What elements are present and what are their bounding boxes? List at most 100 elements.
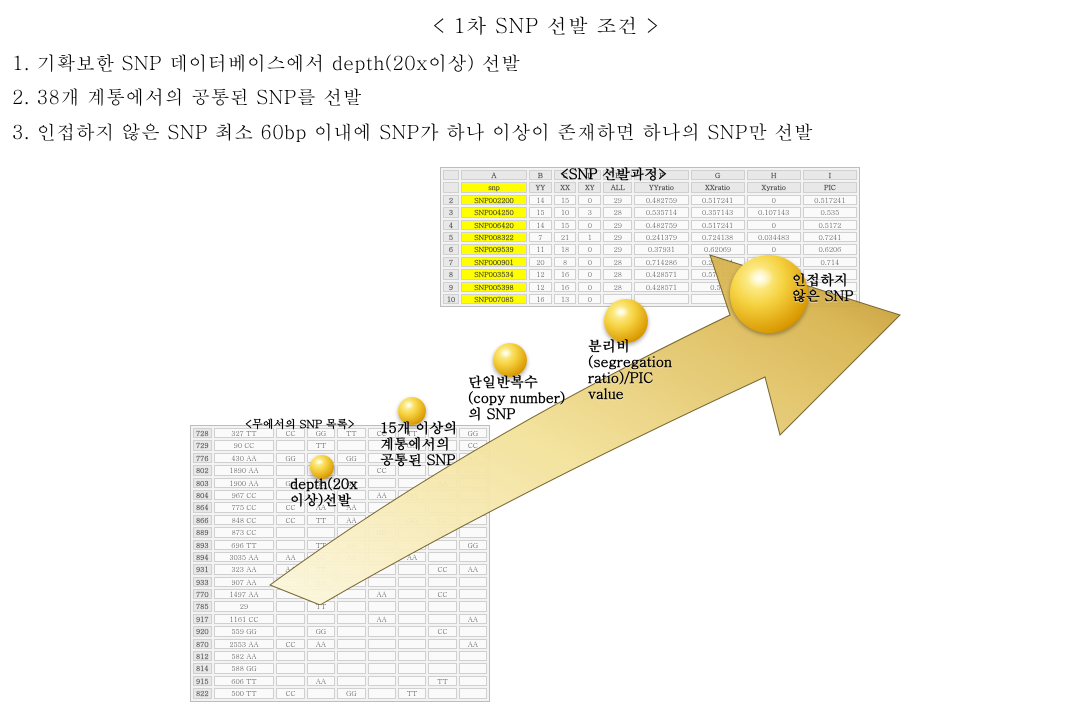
cell [428, 502, 456, 512]
cell: 29 [603, 232, 632, 242]
cell: 696 TT [214, 540, 275, 550]
cell: AA [307, 577, 335, 587]
cell [307, 651, 335, 661]
cell: GG [337, 453, 365, 463]
cell: AA [368, 490, 396, 500]
cell: 0 [578, 195, 601, 205]
cell [276, 614, 304, 624]
cell: 3035 AA [214, 552, 275, 562]
col-head: B [529, 170, 552, 180]
cell: AA [337, 540, 365, 550]
cell [428, 601, 456, 611]
cell: CC [307, 552, 335, 562]
cell [368, 601, 396, 611]
cell: 0.428571 [634, 282, 688, 292]
cell: SNP000901 [461, 257, 527, 267]
cell: 917 [193, 614, 212, 624]
cell: AA [368, 589, 396, 599]
cell [459, 577, 487, 587]
header-cell: XXratio [691, 182, 745, 192]
cell: 0.482759 [634, 220, 688, 230]
cell: 15 [554, 220, 577, 230]
cell: 606 TT [214, 676, 275, 686]
cell: 3 [578, 207, 601, 217]
page-title: < 1차 SNP 선발 조건 > [0, 0, 1092, 39]
cell: TT [307, 601, 335, 611]
cell: AA [459, 453, 487, 463]
list-item: 1. 기확보한 SNP 데이터베이스에서 depth(20x이상) 선발 [12, 47, 1080, 79]
cell: 28 [603, 282, 632, 292]
cell [276, 601, 304, 611]
cell: 0.517241 [691, 195, 745, 205]
cell [459, 502, 487, 512]
cell: TT [428, 676, 456, 686]
cell [428, 639, 456, 649]
cell: TT [307, 440, 335, 450]
cell: 0 [578, 294, 601, 304]
cell: 729 [193, 440, 212, 450]
cell: 864 [193, 502, 212, 512]
cell: GG [337, 688, 365, 698]
cell: 0 [578, 244, 601, 254]
cell: 848 CC [214, 515, 275, 525]
step-label: depth(20x이상)선발 [290, 475, 358, 507]
cell [459, 626, 487, 636]
cell [398, 614, 426, 624]
criteria-list: 1. 기확보한 SNP 데이터베이스에서 depth(20x이상) 선발 2. … [0, 39, 1092, 148]
cell: 814 [193, 663, 212, 673]
header-cell: PIC [803, 182, 857, 192]
header-cell: Xyratio [747, 182, 801, 192]
cell [398, 502, 426, 512]
cell: CC [276, 515, 304, 525]
cell [459, 676, 487, 686]
cell: 12 [529, 269, 552, 279]
step-label: 15개 이상의계통에서의공통된 SNP [380, 419, 457, 467]
cell: 931 [193, 564, 212, 574]
cell: 28 [603, 207, 632, 217]
cell: 8 [554, 257, 577, 267]
cell: 5 [443, 232, 459, 242]
cell [337, 663, 365, 673]
cell [398, 577, 426, 587]
col-head: H [747, 170, 801, 180]
cell: 16 [554, 282, 577, 292]
cell: 0.5172 [803, 220, 857, 230]
cell: AA [276, 564, 304, 574]
cell: 14 [529, 195, 552, 205]
cell [337, 589, 365, 599]
cell: 0.357143 [691, 207, 745, 217]
cell: AA [428, 527, 456, 537]
cell: 7 [443, 257, 459, 267]
step-label: 분리비(segregationratio)/PICvalue [588, 337, 672, 401]
cell [307, 614, 335, 624]
cell: 0.724138 [691, 232, 745, 242]
cell: SNP002200 [461, 195, 527, 205]
cell [398, 626, 426, 636]
cell [398, 589, 426, 599]
cell: SNP009539 [461, 244, 527, 254]
cell: AA [276, 552, 304, 562]
cell: 11 [529, 244, 552, 254]
cell [398, 478, 426, 488]
cell [368, 688, 396, 698]
cell [276, 540, 304, 550]
header-cell: snp [461, 182, 527, 192]
cell [398, 540, 426, 550]
cell [368, 639, 396, 649]
cell: 0 [578, 269, 601, 279]
cell [307, 589, 335, 599]
cell: 500 TT [214, 688, 275, 698]
cell: SNP005398 [461, 282, 527, 292]
header-cell: YY [529, 182, 552, 192]
cell: 804 [193, 490, 212, 500]
cell: 775 CC [214, 502, 275, 512]
cell: 889 [193, 527, 212, 537]
cell: 0 [578, 257, 601, 267]
cell [368, 478, 396, 488]
cell: 4 [443, 220, 459, 230]
cell: 21 [554, 232, 577, 242]
cell: AA [459, 639, 487, 649]
cell [276, 577, 304, 587]
cell: 0.535 [803, 207, 857, 217]
cell: 0 [747, 244, 801, 254]
